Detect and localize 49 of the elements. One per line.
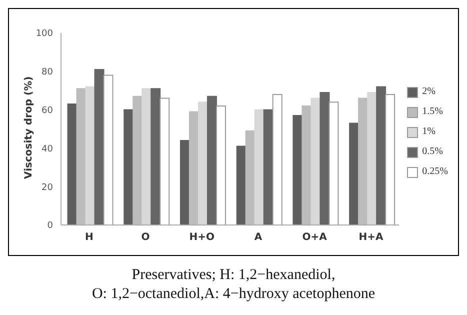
- legend-label: 1.5%: [422, 105, 443, 119]
- y-axis-title: Viscosity drop (%): [24, 76, 35, 179]
- y-tick-label: 60: [42, 106, 54, 116]
- y-tick-label: 0: [47, 221, 54, 232]
- x-tick-label: H: [84, 232, 94, 244]
- y-tick-label: 80: [42, 68, 54, 78]
- x-tick-label: O: [141, 232, 150, 244]
- bar: [198, 102, 208, 225]
- y-tick-label: 40: [42, 144, 54, 154]
- x-tick-label: H+O: [189, 232, 215, 244]
- bar: [254, 109, 264, 225]
- bar: [376, 86, 386, 225]
- bar: [206, 96, 217, 225]
- bar: [272, 94, 282, 225]
- bar: [216, 105, 226, 225]
- y-tick-label: 20: [42, 182, 54, 193]
- bar: [320, 92, 330, 225]
- bar: [292, 115, 303, 225]
- bar: [367, 92, 378, 225]
- bar: [94, 68, 104, 225]
- bar: [358, 98, 368, 225]
- bar: [328, 102, 339, 225]
- bar: [132, 96, 143, 225]
- x-tick-label: H+A: [358, 232, 384, 244]
- bar: [349, 122, 360, 225]
- legend-label: 0.5%: [422, 145, 443, 159]
- bar: [160, 98, 170, 225]
- bar: [124, 109, 134, 225]
- bar: [85, 86, 96, 225]
- bar: [263, 109, 274, 225]
- bar: [103, 74, 114, 225]
- bar: [150, 88, 161, 225]
- bar: [180, 140, 190, 225]
- bar: [142, 88, 152, 225]
- bar: [302, 105, 312, 225]
- legend-label: 1%: [422, 125, 436, 139]
- bar: [385, 94, 396, 225]
- x-tick-label: A: [254, 232, 262, 244]
- x-tick-label: O+A: [302, 232, 328, 244]
- bar: [310, 98, 321, 225]
- legend-label: 0.25%: [422, 165, 448, 179]
- text: Preservatives; H: 1,2−hexanediol,: [130, 266, 336, 285]
- y-tick-label: 100: [36, 29, 54, 40]
- legend-label: 2%: [422, 85, 436, 99]
- bar: [67, 104, 78, 225]
- text: O: 1,2−octanediol,A: 4−hydroxy acetophenone: [90, 285, 376, 304]
- bar: [76, 88, 86, 225]
- bar: [188, 111, 199, 225]
- bar: [245, 130, 256, 225]
